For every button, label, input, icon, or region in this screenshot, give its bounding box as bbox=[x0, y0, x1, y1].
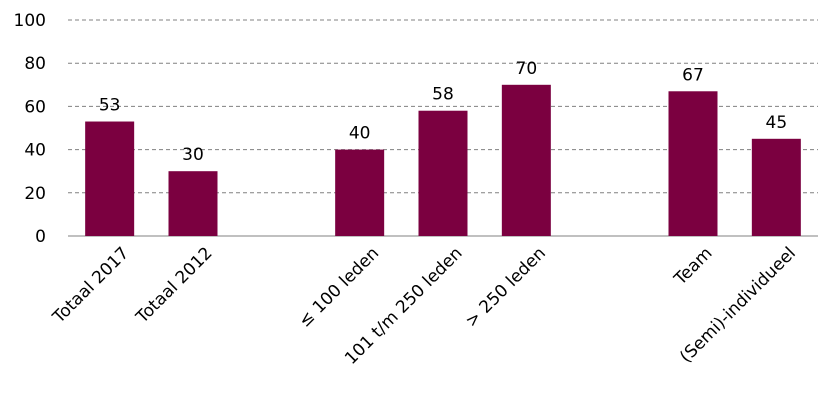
y-tick-label: 100 bbox=[14, 11, 46, 31]
bar bbox=[85, 121, 135, 236]
data-label: 53 bbox=[99, 96, 121, 116]
y-tick-label: 20 bbox=[24, 184, 46, 204]
x-category-label: Totaal 2017 bbox=[48, 243, 133, 328]
x-category-label: > 250 leden bbox=[462, 243, 550, 331]
bar bbox=[751, 138, 801, 236]
y-axis-ticks: 0 20 40 60 80 100 bbox=[14, 11, 46, 247]
x-category-label: Totaal 2012 bbox=[132, 243, 217, 328]
bar bbox=[668, 91, 718, 236]
data-label: 67 bbox=[682, 65, 704, 85]
bar bbox=[168, 171, 218, 236]
x-category-label: Team bbox=[670, 243, 717, 290]
x-category-label: ≤ 100 leden bbox=[295, 243, 383, 331]
bar bbox=[418, 110, 468, 236]
data-label: 40 bbox=[349, 124, 371, 144]
data-labels: 53 30 40 58 70 67 45 bbox=[99, 59, 787, 165]
data-label: 45 bbox=[766, 113, 788, 133]
bars bbox=[85, 84, 801, 236]
y-tick-label: 0 bbox=[35, 227, 46, 247]
bar bbox=[335, 149, 385, 236]
y-tick-label: 80 bbox=[24, 54, 46, 74]
bar bbox=[501, 84, 551, 236]
data-label: 70 bbox=[516, 59, 538, 79]
data-label: 58 bbox=[432, 85, 454, 105]
data-label: 30 bbox=[182, 145, 204, 165]
y-tick-label: 40 bbox=[24, 141, 46, 161]
y-tick-label: 60 bbox=[24, 97, 46, 117]
